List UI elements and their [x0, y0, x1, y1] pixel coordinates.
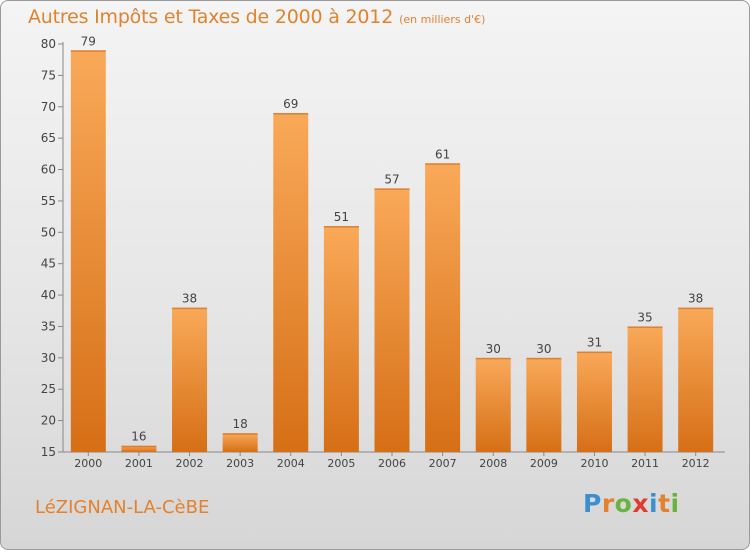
y-tick-label: 35 [41, 319, 56, 333]
data-label-2006: 57 [384, 172, 399, 186]
bar-top-edge [121, 445, 157, 448]
bar-top-edge [576, 351, 612, 354]
bar-top-edge [425, 163, 461, 165]
commune-name: LéZIGNAN-LA-CèBE [35, 497, 210, 518]
x-tick-label: 2010 [580, 457, 608, 470]
y-tick-label: 30 [41, 351, 56, 365]
y-tick-label: 55 [41, 194, 56, 208]
data-label-2003: 18 [233, 417, 248, 431]
logo-letter: i [670, 489, 680, 518]
y-tick-label: 75 [41, 68, 56, 82]
bar-top-edge [273, 113, 309, 115]
bar-2007 [425, 163, 461, 452]
data-label-2008: 30 [486, 342, 501, 356]
chart-title: Autres Impôts et Taxes de 2000 à 2012 (en… [28, 6, 485, 28]
bar-top-edge [475, 357, 511, 360]
x-tick-label: 2005 [327, 457, 355, 470]
y-tick-label: 20 [41, 414, 56, 428]
logo-letter: t [658, 489, 671, 518]
logo-letter: r [601, 489, 615, 518]
y-tick-label: 25 [41, 382, 56, 396]
x-tick-label: 2001 [125, 457, 153, 470]
x-tick-label: 2004 [277, 457, 305, 470]
bar-top-edge [172, 307, 208, 310]
x-tick-label: 2009 [530, 457, 558, 470]
bar-2006 [374, 188, 410, 452]
x-tick-label: 2006 [378, 457, 406, 470]
data-label-2002: 38 [182, 292, 197, 306]
proxiti-logo: Proxiti [583, 489, 680, 518]
y-tick-label: 70 [41, 100, 56, 114]
data-label-2007: 61 [435, 147, 450, 161]
bar-top-edge [678, 307, 714, 310]
bar-top-edge [627, 326, 663, 328]
bar-2011 [627, 326, 663, 452]
y-tick-label: 40 [41, 288, 56, 302]
y-tick-label: 50 [41, 225, 56, 239]
bar-2001 [121, 445, 157, 452]
x-tick-label: 2002 [176, 457, 204, 470]
y-tick-label: 65 [41, 131, 56, 145]
chart-unit-note: (en milliers d'€) [399, 13, 486, 26]
data-label-2012: 38 [688, 292, 703, 306]
bar-top-edge [374, 188, 410, 190]
bar-2002 [172, 307, 208, 452]
y-tick-label: 45 [41, 257, 56, 271]
bar-2010 [576, 351, 612, 452]
bar-top-edge [222, 433, 258, 435]
y-tick-label: 15 [41, 445, 56, 459]
chart-bars [70, 50, 714, 453]
data-label-2000: 79 [81, 34, 96, 48]
data-label-2009: 30 [536, 342, 551, 356]
logo-letter: o [614, 489, 633, 518]
bar-2009 [526, 357, 562, 452]
x-tick-label: 2012 [682, 457, 710, 470]
data-label-2004: 69 [283, 97, 298, 111]
x-tick-label: 2011 [631, 457, 659, 470]
logo-letter: i [649, 489, 659, 518]
chart-axes: 15 20 25 30 35 40 45 50 55 60 65 70 75 80 2000 2001 2002… [41, 37, 725, 470]
bar-top-edge [526, 357, 562, 360]
x-tick-label: 2000 [74, 457, 102, 470]
data-label-2011: 35 [637, 310, 652, 324]
bar-2008 [475, 357, 511, 452]
y-tick-label: 60 [41, 163, 56, 177]
data-label-2005: 51 [334, 210, 349, 224]
data-label-2001: 16 [131, 430, 146, 444]
y-tick-label: 80 [41, 37, 56, 51]
chart-title-text: Autres Impôts et Taxes de 2000 à 2012 [28, 6, 394, 28]
bar-2012 [678, 307, 714, 452]
logo-letter: P [583, 489, 602, 518]
x-tick-label: 2003 [226, 457, 254, 470]
bar-2005 [323, 226, 359, 452]
x-tick-label: 2007 [429, 457, 457, 470]
bar-top-edge [323, 226, 359, 228]
bar-2000 [70, 50, 106, 453]
bar-2003 [222, 433, 258, 452]
bar-top-edge [70, 50, 106, 52]
bar-2004 [273, 113, 309, 453]
x-tick-label: 2008 [479, 457, 507, 470]
logo-letter: x [632, 489, 649, 518]
chart-data-labels: 79 16 38 18 69 51 57 61 30 30 31 35 38 [81, 34, 704, 443]
data-label-2010: 31 [587, 336, 602, 350]
